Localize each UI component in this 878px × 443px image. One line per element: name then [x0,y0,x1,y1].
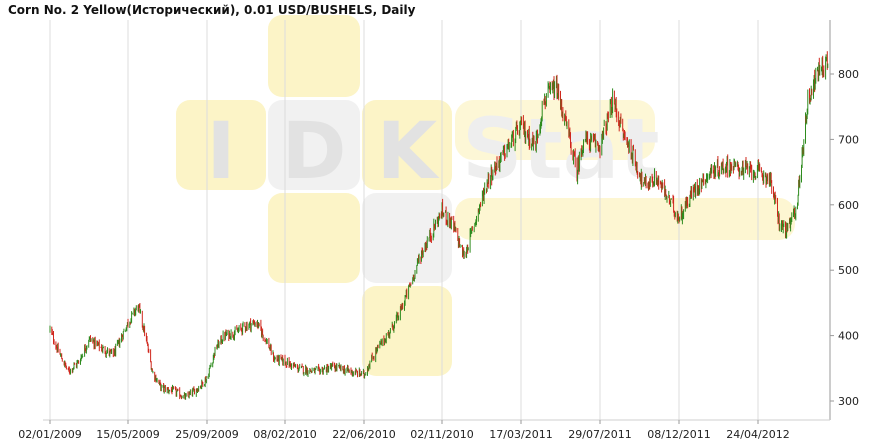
candles [49,51,829,400]
x-tick-label: 22/06/2010 [332,428,395,441]
y-tick-label: 300 [838,395,859,408]
x-tick-label: 29/07/2011 [568,428,631,441]
axes [43,20,831,421]
y-axis-ticks: 300 400 500 600 700 800 [830,68,859,408]
x-tick-label: 25/09/2009 [175,428,238,441]
watermark-letter: D [282,107,347,197]
watermark-letter: K [377,107,440,197]
y-tick-label: 500 [838,264,859,277]
watermark-tile [362,193,452,283]
x-tick-label: 02/11/2010 [410,428,473,441]
watermark-tile [268,15,360,97]
x-tick-label: 15/05/2009 [96,428,159,441]
chart-title: Corn No. 2 Yellow(Исторический), 0.01 US… [8,3,416,17]
watermark: I D K Stat [176,15,795,376]
watermark-letter: I [206,107,235,197]
y-tick-label: 400 [838,330,859,343]
x-tick-label: 08/02/2010 [253,428,316,441]
x-tick-label: 02/01/2009 [18,428,81,441]
watermark-tile [362,286,452,376]
x-tick-label: 08/12/2011 [647,428,710,441]
gridlines [49,20,759,420]
y-tick-label: 800 [838,68,859,81]
x-tick-label: 24/04/2012 [726,428,789,441]
x-axis-ticks: 02/01/2009 15/05/2009 25/09/2009 08/02/2010… [18,420,790,441]
y-tick-label: 700 [838,133,859,146]
watermark-word: Stat [462,100,660,198]
watermark-bar [455,198,795,240]
x-tick-label: 17/03/2011 [489,428,552,441]
watermark-tile [268,193,360,283]
watermark-tile [268,100,360,190]
y-tick-label: 600 [838,199,859,212]
watermark-tile [362,100,452,190]
watermark-tile [176,100,266,190]
